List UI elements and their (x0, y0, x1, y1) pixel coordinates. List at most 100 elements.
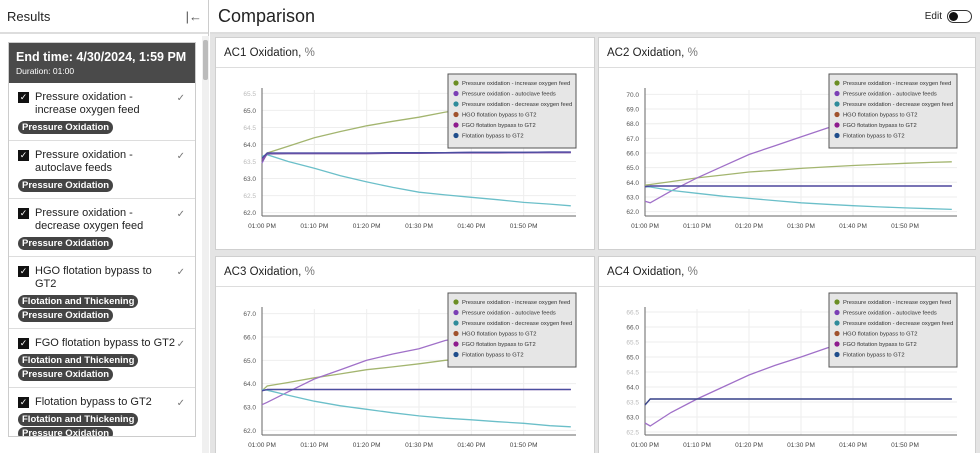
scrollbar[interactable] (202, 36, 209, 453)
y-tick-label: 66.5 (626, 310, 639, 317)
chevron-down-icon[interactable]: ✓ (176, 93, 185, 104)
legend-entry[interactable]: Flotation bypass to GT2 (843, 134, 905, 140)
legend-entry[interactable]: Flotation bypass to GT2 (462, 134, 524, 140)
legend-entry[interactable]: HGO flotation bypass to GT2 (843, 113, 917, 119)
legend-marker (834, 132, 840, 139)
y-tick-label: 63.0 (626, 415, 639, 422)
legend-entry[interactable]: Pressure oxidation - autoclave feeds (462, 92, 556, 98)
x-tick-label: 01:40 PM (839, 223, 867, 230)
legend-entry[interactable]: Flotation bypass to GT2 (843, 353, 905, 359)
chevron-down-icon[interactable]: ✓ (176, 267, 185, 278)
legend-entry[interactable]: Pressure oxidation - increase oxygen fee… (462, 81, 570, 87)
legend-marker (453, 101, 459, 107)
legend-entry[interactable]: FGO flotation bypass to GT2 (843, 342, 917, 348)
y-tick-label: 64.0 (243, 142, 256, 149)
legend-entry[interactable]: Pressure oxidation - decrease oxygen fee… (462, 102, 572, 108)
y-tick-label: 62.0 (243, 428, 256, 435)
legend-box (447, 73, 577, 149)
y-tick-label: 63.5 (626, 400, 639, 407)
legend-entry[interactable]: HGO flotation bypass to GT2 (462, 332, 536, 338)
checkbox[interactable]: ✓ (18, 92, 29, 103)
legend-marker (453, 90, 459, 97)
x-tick-label: 01:00 PM (631, 223, 659, 230)
legend-entry[interactable]: Pressure oxidation - decrease oxygen fee… (843, 321, 953, 327)
legend-marker (834, 299, 840, 305)
series-line (261, 151, 571, 159)
legend-entry[interactable]: Pressure oxidation - decrease oxygen fee… (462, 321, 572, 327)
scenario-item[interactable]: ✓ Flotation bypass to GT2 ✓ Flotation and T… (9, 388, 195, 436)
x-tick-label: 01:10 PM (683, 442, 711, 449)
chevron-down-icon[interactable]: ✓ (176, 398, 185, 409)
collapse-left-icon[interactable]: |← (185, 8, 202, 24)
legend-entry[interactable]: HGO flotation bypass to GT2 (462, 113, 536, 119)
chevron-down-icon[interactable]: ✓ (176, 209, 185, 220)
line-chart: 62.0 62.5 63.0 63.5 64.0 64.5 65.0 65.5 01:00 PM… (243, 73, 577, 230)
legend-entry[interactable]: Pressure oxidation - autoclave feeds (462, 311, 556, 317)
legend-entry[interactable]: Pressure oxidation - increase oxygen fee… (462, 300, 570, 306)
legend-entry[interactable]: Flotation bypass to GT2 (462, 353, 524, 359)
legend-entry[interactable]: Pressure oxidation - autoclave feeds (843, 92, 937, 98)
tag-list: Flotation and Thickening Pressure Oxidati… (18, 294, 188, 322)
legend-entry[interactable]: FGO flotation bypass to GT2 (462, 342, 536, 348)
y-tick-label: 67.0 (626, 136, 639, 143)
legend-marker (453, 320, 459, 326)
checkbox[interactable]: ✓ (18, 397, 29, 408)
scenario-item[interactable]: ✓ Pressure oxidation - autoclave feeds ✓ Pr… (9, 141, 195, 199)
legend-marker (834, 101, 840, 107)
chevron-down-icon[interactable]: ✓ (176, 339, 185, 350)
legend-box (828, 73, 958, 149)
scrollbar-thumb[interactable] (203, 40, 208, 80)
legend-box (447, 292, 577, 368)
chart-unit: % (304, 47, 315, 59)
chart-title: AC2 Oxidation, % (599, 38, 975, 68)
legend-entry[interactable]: Pressure oxidation - increase oxygen fee… (843, 300, 951, 306)
legend-marker (453, 80, 459, 86)
edit-toggle[interactable] (947, 9, 972, 23)
category-tag: Pressure Oxidation (18, 368, 114, 381)
legend-entry[interactable]: Pressure oxidation - autoclave feeds (843, 311, 937, 317)
legend-marker (453, 122, 459, 128)
chart-unit: % (687, 47, 698, 59)
legend: Pressure oxidation - increase oxygen fee… (828, 292, 958, 368)
legend-marker (834, 122, 840, 128)
y-tick-label: 62.5 (243, 193, 256, 200)
chevron-down-icon[interactable]: ✓ (176, 151, 185, 162)
legend-marker (453, 132, 459, 139)
scenario-item[interactable]: ✓ Pressure oxidation - decrease oxygen fe… (9, 199, 195, 257)
y-tick-label: 62.0 (243, 210, 256, 217)
scenario-label: FGO flotation bypass to GT2 (35, 337, 176, 349)
y-tick-label: 62.5 (626, 430, 639, 437)
y-tick-label: 63.0 (626, 194, 639, 201)
scenario-item[interactable]: ✓ Pressure oxidation - increase oxygen fe… (9, 83, 195, 141)
legend-marker (834, 320, 840, 326)
legend: Pressure oxidation - increase oxygen fee… (447, 292, 577, 368)
y-tick-label: 64.0 (626, 180, 639, 187)
chart-unit: % (687, 266, 698, 278)
tag-list: Flotation and Thickening Pressure Oxidati… (18, 412, 188, 436)
comparison-header: Comparison Edit (210, 0, 980, 34)
chart-unit: % (304, 266, 315, 278)
checkbox[interactable]: ✓ (18, 338, 29, 349)
legend-entry[interactable]: Pressure oxidation - decrease oxygen fee… (843, 102, 953, 108)
tag-list: Pressure Oxidation (18, 178, 188, 192)
legend-entry[interactable]: Pressure oxidation - increase oxygen fee… (843, 81, 951, 87)
comparison-view: Comparison Edit AC1 Oxidation, % 62.0 62.5… (210, 0, 980, 453)
scenario-item[interactable]: ✓ HGO flotation bypass to GT2 ✓ Flotation a… (9, 257, 195, 329)
checkbox[interactable]: ✓ (18, 266, 29, 277)
x-tick-label: 01:30 PM (405, 223, 433, 230)
run-header[interactable]: End time: 4/30/2024, 1:59 PM Duration: 0… (9, 43, 195, 83)
checkbox[interactable]: ✓ (18, 150, 29, 161)
toggle-knob (949, 11, 958, 21)
x-tick-label: 01:10 PM (300, 442, 328, 449)
legend-entry[interactable]: FGO flotation bypass to GT2 (843, 123, 917, 129)
checkbox[interactable]: ✓ (18, 208, 29, 219)
legend-entry[interactable]: HGO flotation bypass to GT2 (843, 332, 917, 338)
legend-entry[interactable]: FGO flotation bypass to GT2 (462, 123, 536, 129)
y-tick-label: 65.0 (243, 358, 256, 365)
end-time: End time: 4/30/2024, 1:59 PM (16, 50, 187, 64)
y-tick-label: 68.0 (626, 121, 639, 128)
legend: Pressure oxidation - increase oxygen fee… (447, 73, 577, 149)
x-tick-label: 01:00 PM (248, 223, 276, 230)
scenario-item[interactable]: ✓ FGO flotation bypass to GT2 ✓ Flotation a… (9, 329, 195, 388)
x-tick-label: 01:50 PM (891, 223, 919, 230)
